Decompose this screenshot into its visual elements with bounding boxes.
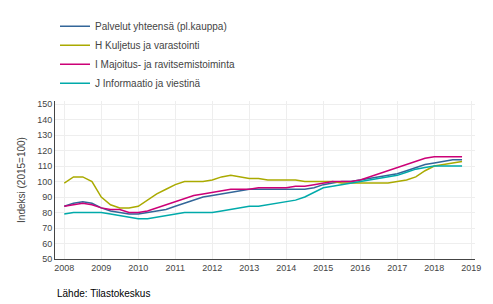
svg-text:80: 80: [42, 208, 52, 218]
svg-text:50: 50: [42, 254, 52, 264]
svg-text:60: 60: [42, 239, 52, 249]
svg-text:2012: 2012: [202, 263, 222, 273]
svg-text:2018: 2018: [424, 263, 444, 273]
svg-text:Indeksi (2015=100): Indeksi (2015=100): [16, 137, 27, 223]
svg-text:Palvelut yhteensä (pl.kauppa): Palvelut yhteensä (pl.kauppa): [95, 21, 227, 32]
svg-text:2013: 2013: [239, 263, 259, 273]
svg-text:2008: 2008: [54, 263, 74, 273]
svg-text:110: 110: [38, 161, 52, 171]
svg-text:100: 100: [37, 177, 52, 187]
svg-text:2016: 2016: [350, 263, 370, 273]
svg-text:130: 130: [37, 130, 52, 140]
svg-text:2011: 2011: [166, 263, 185, 273]
svg-text:I Majoitus- ja ravitsemistoimi: I Majoitus- ja ravitsemistoiminta: [95, 59, 235, 70]
svg-text:J Informaatio ja viestinä: J Informaatio ja viestinä: [95, 78, 200, 89]
svg-text:2019: 2019: [461, 263, 481, 273]
svg-text:2015: 2015: [313, 263, 333, 273]
svg-text:2017: 2017: [387, 263, 407, 273]
svg-text:2010: 2010: [128, 263, 148, 273]
svg-text:70: 70: [42, 223, 52, 233]
svg-text:2009: 2009: [91, 263, 111, 273]
svg-text:H Kuljetus ja varastointi: H Kuljetus ja varastointi: [95, 40, 200, 51]
svg-text:120: 120: [37, 146, 52, 156]
svg-text:Lähde: Tilastokeskus: Lähde: Tilastokeskus: [57, 288, 150, 299]
svg-text:2014: 2014: [276, 263, 296, 273]
svg-text:90: 90: [42, 192, 52, 202]
svg-text:150: 150: [37, 99, 52, 109]
svg-text:140: 140: [37, 115, 52, 125]
